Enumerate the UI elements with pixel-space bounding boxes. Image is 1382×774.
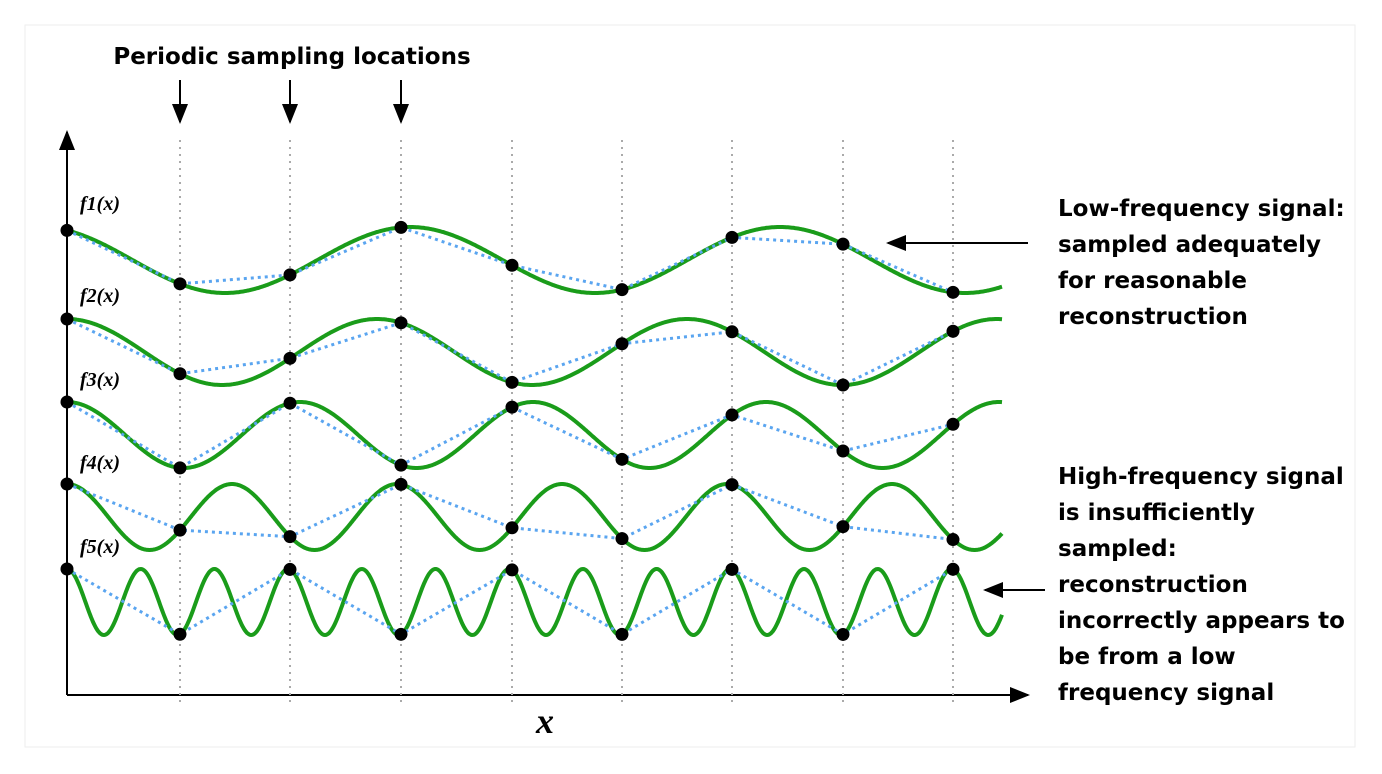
sample-dot	[946, 285, 960, 299]
annotation-line: sampled:	[1058, 536, 1177, 562]
annotation-line: is insufficiently	[1058, 500, 1255, 526]
sample-dot	[283, 396, 297, 410]
sample-dot	[836, 444, 850, 458]
sample-dot	[615, 452, 629, 466]
annotation-line: High-frequency signal	[1058, 464, 1344, 490]
sample-dot	[946, 562, 960, 576]
signal-label: f3(x)	[80, 369, 120, 391]
sample-dot	[505, 400, 519, 414]
sample-dot	[394, 477, 408, 491]
sample-dot	[505, 521, 519, 535]
sample-dot	[836, 520, 850, 534]
sample-dot	[615, 627, 629, 641]
sample-dot	[725, 408, 739, 422]
sample-dot	[725, 230, 739, 244]
sample-dot	[283, 351, 297, 365]
signal-label: f2(x)	[80, 285, 120, 307]
annotation-line: sampled adequately	[1058, 232, 1321, 258]
frame	[24, 24, 1356, 748]
plot: f1(x) f2(x) f3(x) f4(x) f5(x)	[60, 140, 1004, 705]
sample-dot	[946, 417, 960, 431]
sample-dot	[615, 532, 629, 546]
sample-dot	[394, 627, 408, 641]
reconstruction	[66, 567, 954, 637]
sample-dot	[173, 627, 187, 641]
annotation-line: frequency signal	[1058, 680, 1274, 706]
reconstruction	[66, 317, 954, 387]
sample-dot	[173, 367, 187, 381]
sample-dot	[615, 337, 629, 351]
sample-dot	[60, 223, 74, 237]
reconstruction	[66, 482, 954, 541]
sample-dot	[173, 523, 187, 537]
sample-dot	[725, 325, 739, 339]
sample-dot	[283, 530, 297, 544]
sample-dot	[60, 312, 74, 326]
reconstruction	[66, 400, 954, 470]
signal-label: f5(x)	[80, 536, 120, 558]
reconstruction	[66, 225, 954, 294]
sample-dot	[946, 324, 960, 338]
sample-dot	[725, 562, 739, 576]
title: Periodic sampling locations	[113, 44, 470, 70]
sample-dot	[394, 220, 408, 234]
sample-dot	[394, 316, 408, 330]
sample-dot	[836, 378, 850, 392]
sample-dot	[505, 258, 519, 272]
sample-dot	[173, 461, 187, 475]
sample-dot	[60, 395, 74, 409]
x-label: x	[535, 701, 554, 741]
sample-dot	[394, 458, 408, 472]
sample-dot	[505, 375, 519, 389]
sample-dot	[173, 277, 187, 291]
sample-dot	[283, 268, 297, 282]
sample-dot	[505, 563, 519, 577]
sample-dot	[60, 562, 74, 576]
sample-dot	[725, 478, 739, 492]
sample-dot	[836, 627, 850, 641]
sample-dot	[283, 562, 297, 576]
signal-label: f1(x)	[80, 193, 120, 215]
annotation-line: be from a low	[1058, 644, 1236, 670]
annotation-line: Low-frequency signal:	[1058, 196, 1345, 222]
annotation-line: reconstruction	[1058, 572, 1248, 598]
sample-dot	[615, 283, 629, 297]
sample-dot	[60, 477, 74, 491]
annotation-line: reconstruction	[1058, 304, 1248, 330]
annotation-line: incorrectly appears to	[1058, 608, 1345, 634]
signal-label: f4(x)	[80, 452, 120, 474]
annotation-line: for reasonable	[1058, 268, 1247, 294]
sample-dot	[836, 237, 850, 251]
sample-dot	[946, 533, 960, 547]
